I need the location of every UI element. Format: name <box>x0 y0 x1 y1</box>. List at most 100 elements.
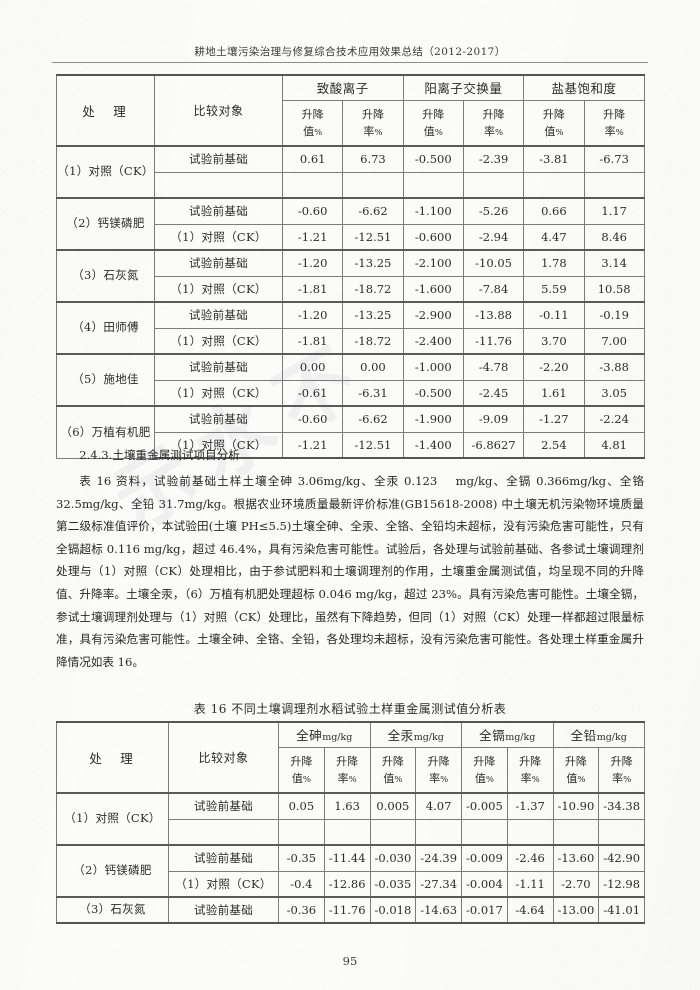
cell-value: -5.26 <box>462 197 525 225</box>
cell-value: -34.38 <box>598 792 645 820</box>
cell-value <box>552 818 600 846</box>
table-row: （4）田师傅 试验前基础 -1.20 -13.25 -2.900 -13.88 … <box>56 301 645 355</box>
cell-value: -10.05 <box>462 249 525 277</box>
section-heading-text: 2.4.3.土壤重金属测试项目分析 <box>79 448 240 462</box>
cell-value: -0.19 <box>583 301 645 329</box>
cell-value: 3.14 <box>583 249 645 277</box>
cell-compare: 试验前基础 <box>168 844 279 872</box>
cell-value: -0.11 <box>523 301 585 329</box>
cell-compare: 试验前基础 <box>168 792 279 820</box>
header-sub-0: 升降 值% <box>281 99 344 147</box>
cell-value: -6.62 <box>342 405 404 433</box>
cell-compare: （1）对照（CK） <box>168 870 279 898</box>
running-header: 耕地土壤污染治理与修复综合技术应用效果总结（2012-2017） <box>52 44 648 63</box>
cell-value: -1.21 <box>281 223 344 251</box>
cell-value: -12.98 <box>598 870 645 898</box>
cell-value: -2.46 <box>506 844 554 872</box>
cell-value: -13.88 <box>462 301 525 329</box>
cell-value: 3.05 <box>583 379 645 407</box>
cell-value: -4.64 <box>506 896 554 924</box>
header-group-3: 全铅mg/kg <box>552 721 645 748</box>
cell-value: -12.51 <box>342 223 404 251</box>
cell-value <box>369 818 417 846</box>
header-sub-4: 升降 值% <box>523 99 585 147</box>
cell-value <box>462 171 525 199</box>
table-body: （1）对照（CK） 试验前基础 0.61 6.73 -0.500 -2.39 -… <box>56 145 645 459</box>
cell-value: -4.78 <box>462 353 525 381</box>
cell-value: -11.76 <box>323 896 371 924</box>
cell-value <box>523 171 585 199</box>
header-sub-6: 升降 值% <box>552 746 600 794</box>
header-sub-1: 升降 率% <box>323 746 371 794</box>
header-group-2: 盐基饱和度 <box>523 74 645 101</box>
cell-value: -6.62 <box>342 197 404 225</box>
cell-value <box>415 818 462 846</box>
table-row: （2）钙镁磷肥 试验前基础 -0.35 -11.44 -0.030 -24.39… <box>56 844 645 898</box>
header-sub-3: 升降 率% <box>415 746 462 794</box>
cell-value: -13.25 <box>342 249 404 277</box>
cell-value: -2.20 <box>523 353 585 381</box>
cell-value: -12.51 <box>342 431 404 459</box>
cell-value: -2.45 <box>462 379 525 407</box>
cell-value: -1.81 <box>281 275 344 303</box>
cell-value: 1.17 <box>583 197 645 225</box>
header-compare-object: 比较对象 <box>168 721 279 794</box>
cell-value <box>323 818 371 846</box>
cell-value <box>402 171 464 199</box>
cell-compare: （1）对照（CK） <box>154 379 283 407</box>
cell-value: 0.005 <box>369 792 417 820</box>
cell-value: 4.07 <box>415 792 462 820</box>
cell-value: 4.47 <box>523 223 585 251</box>
table-row: （1）对照（CK） -1.21 -12.51 -1.400 -6.8627 2.… <box>57 431 645 459</box>
header-sub-1: 升降 率% <box>342 99 404 147</box>
cell-value: -0.35 <box>278 844 325 872</box>
table-row: （3）石灰氮 试验前基础 -1.20 -13.25 -2.100 -10.05 … <box>56 249 645 303</box>
cell-treatment: （2）钙镁磷肥 <box>56 197 155 251</box>
header-treatment: 处 理 <box>56 74 155 147</box>
header-sub-5: 升降 率% <box>506 746 554 794</box>
table-acid-ion-cec-base-saturation: 处 理 比较对象 致酸离子 阳离子交换量 盐基饱和度 升降 值% 升降 率% 升降值… <box>56 74 645 459</box>
cell-value: -13.60 <box>552 844 600 872</box>
cell-treatment: （1）对照（CK） <box>56 792 169 846</box>
cell-value: -0.018 <box>369 896 417 924</box>
cell-value: -1.11 <box>506 870 554 898</box>
cell-value <box>342 171 404 199</box>
table-row: （3）石灰氮 试验前基础 -0.36 -11.76 -0.018 -14.63 … <box>56 896 645 924</box>
cell-treatment: （3）石灰氮 <box>56 249 155 303</box>
cell-value: -3.81 <box>523 145 585 173</box>
cell-value: -6.8627 <box>462 431 525 459</box>
cell-value: -0.60 <box>281 197 344 225</box>
cell-value <box>506 818 554 846</box>
table-row: （1）对照（CK） -1.21 -12.51 -0.600 -2.94 4.47… <box>57 223 645 251</box>
cell-treatment: （1）对照（CK） <box>56 145 155 199</box>
cell-value: -3.88 <box>583 353 645 381</box>
cell-value: -2.39 <box>462 145 525 173</box>
section-paragraph: 表 16 资料，试验前基础土样土壤全砷 3.06mg/kg、全汞 0.123 m… <box>56 470 644 673</box>
header-treatment: 处 理 <box>56 721 169 794</box>
cell-value: -6.31 <box>342 379 404 407</box>
cell-value: 1.63 <box>323 792 371 820</box>
cell-value: -13.00 <box>552 896 600 924</box>
cell-value: 0.05 <box>278 792 325 820</box>
cell-value: -10.90 <box>552 792 600 820</box>
cell-value: 10.58 <box>583 275 645 303</box>
cell-value: -2.100 <box>402 249 464 277</box>
table-row: （1）对照（CK） -0.61 -6.31 -0.500 -2.45 1.61 … <box>57 379 645 407</box>
cell-value: 0.61 <box>281 145 344 173</box>
table-header-group-row: 处 理 比较对象 致酸离子 阳离子交换量 盐基饱和度 <box>56 74 645 147</box>
cell-value: -1.600 <box>402 275 464 303</box>
table-header-sub-row: 升降 值% 升降 率% 升降 值% 升降 率% 升降 值% 升降 率% <box>57 99 645 147</box>
cell-value: -2.400 <box>402 327 464 355</box>
table-row: （2）钙镁磷肥 试验前基础 -0.60 -6.62 -1.100 -5.26 0… <box>56 197 645 251</box>
cell-value: -42.90 <box>598 844 645 872</box>
header-sub-3: 升降 率% <box>462 99 525 147</box>
cell-value: -1.37 <box>506 792 554 820</box>
cell-treatment: （2）钙镁磷肥 <box>56 844 169 898</box>
cell-value: -2.70 <box>552 870 600 898</box>
cell-value <box>278 818 325 846</box>
cell-value: -1.20 <box>281 301 344 329</box>
cell-value: 7.00 <box>583 327 645 355</box>
cell-compare: （1）对照（CK） <box>154 431 283 459</box>
table-row: （1）对照（CK） -0.4 -12.86 -0.035 -27.34 -0.0… <box>57 870 645 898</box>
running-header-title: 耕地土壤污染治理与修复综合技术应用效果总结（2012-2017） <box>194 46 506 58</box>
